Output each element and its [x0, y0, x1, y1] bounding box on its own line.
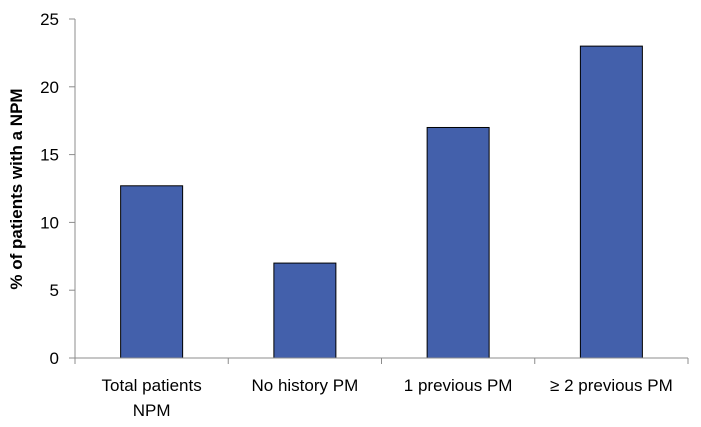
x-category-label-line: No history PM	[252, 376, 359, 395]
y-tick-label: 15	[40, 146, 59, 165]
bar-4	[579, 45, 643, 359]
x-category-label-line: NPM	[133, 401, 171, 420]
y-tick-label: 5	[50, 281, 59, 300]
bar-1	[120, 185, 184, 359]
y-axis-title: % of patients with a NPM	[7, 88, 26, 289]
y-tick-label: 25	[40, 10, 59, 29]
x-category-label: 1 previous PM	[404, 376, 513, 395]
bars-layer	[120, 45, 643, 359]
y-tick-label: 0	[50, 349, 59, 368]
y-tick-label: 20	[40, 78, 59, 97]
x-category-label-line: ≥ 2 previous PM	[550, 376, 673, 395]
x-category-label: Total patients NPM	[102, 376, 202, 420]
y-axis-title-group: % of patients with a NPM	[7, 88, 26, 289]
bar-3	[426, 126, 490, 359]
y-tick-label: 10	[40, 213, 59, 232]
labels-layer: 0 5 10 15 20 25 Total patients NPM No history PM…	[40, 10, 673, 420]
x-category-label: ≥ 2 previous PM	[550, 376, 673, 395]
x-category-label-line: 1 previous PM	[404, 376, 513, 395]
x-category-label-line: Total patients	[102, 376, 202, 395]
x-category-label: No history PM	[252, 376, 359, 395]
bar-2	[273, 262, 337, 359]
axes-layer	[69, 18, 689, 364]
